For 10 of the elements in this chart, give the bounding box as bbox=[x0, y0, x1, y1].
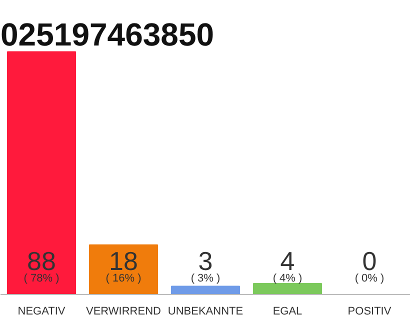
x-tick-label: EGAL bbox=[272, 306, 302, 318]
x-tick-label: POSITIV bbox=[348, 306, 392, 318]
x-tick-label: VERWIRREND bbox=[86, 306, 162, 318]
x-tick-label: NEGATIV bbox=[18, 306, 66, 318]
bar bbox=[170, 286, 240, 294]
annotation: ( 16% ) bbox=[106, 272, 142, 285]
chart-title: 025197463850 bbox=[0, 16, 214, 52]
x-tick-label: UNBEKANNTE bbox=[168, 306, 244, 318]
bar bbox=[252, 282, 322, 294]
bar bbox=[6, 51, 76, 294]
